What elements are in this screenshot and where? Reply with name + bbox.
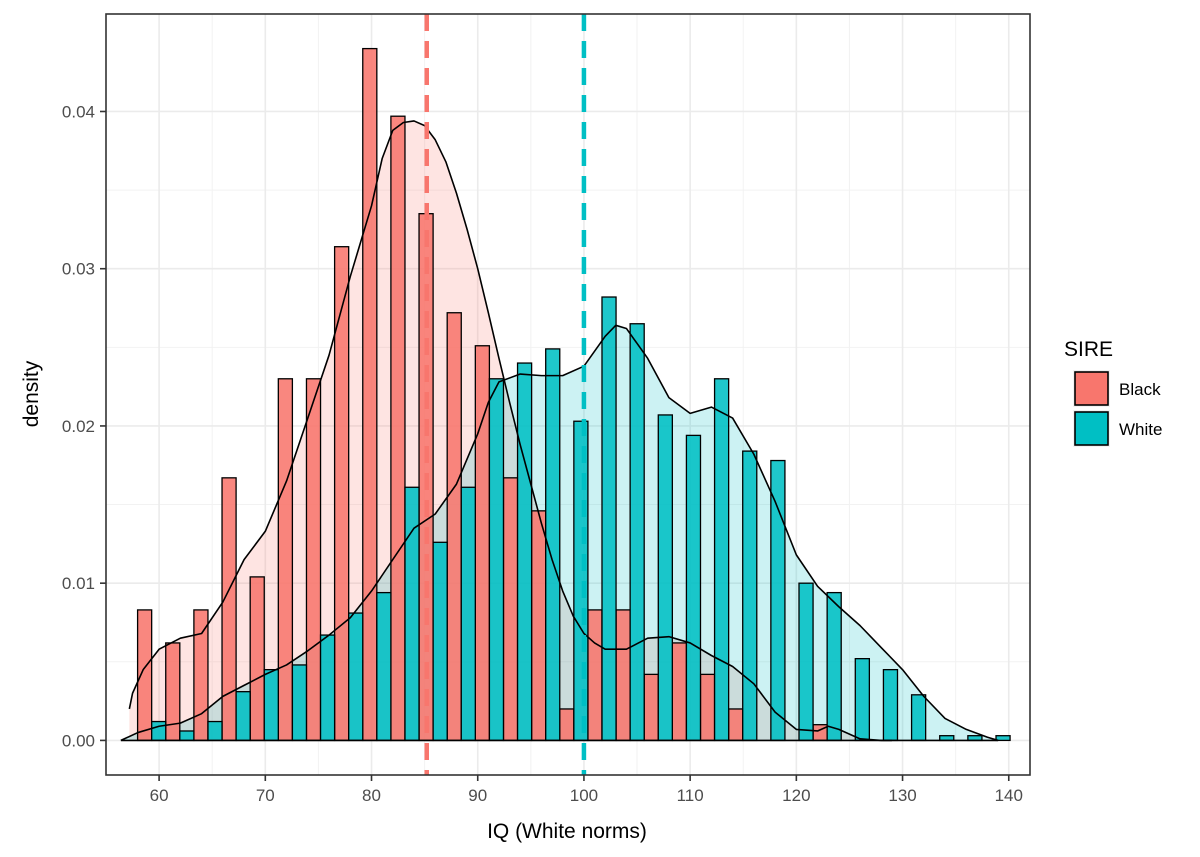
black-histogram-bar <box>446 312 462 742</box>
black-histogram-bar <box>587 609 603 742</box>
x-tick-label: 110 <box>677 786 704 805</box>
black-histogram-bar <box>277 378 294 742</box>
white-histogram-bar <box>854 658 871 742</box>
y-tick-label: 0.02 <box>62 417 95 436</box>
x-tick-label: 80 <box>362 786 381 805</box>
white-histogram-bar <box>263 669 279 742</box>
white-histogram-bar <box>713 378 730 742</box>
x-tick-label: 130 <box>888 786 916 805</box>
black-legend-swatch <box>1074 371 1109 406</box>
black-histogram-bar <box>643 673 659 742</box>
panel-border <box>105 13 1031 776</box>
white-histogram-bar <box>657 414 674 742</box>
white-histogram-bar <box>826 591 842 742</box>
black-histogram-bar <box>390 115 406 742</box>
white-histogram-bar <box>995 735 1011 742</box>
black-histogram-bar <box>221 477 237 742</box>
white-legend-label: White <box>1119 420 1162 439</box>
white-histogram-bar <box>348 612 364 742</box>
white-histogram-bar <box>798 582 814 742</box>
white-histogram-bar <box>910 694 927 742</box>
white-histogram-bar <box>685 434 702 742</box>
x-tick-label: 90 <box>468 786 487 805</box>
white-histogram-bar <box>235 691 251 742</box>
x-tick-label: 120 <box>782 786 810 805</box>
white-density-curve <box>120 324 999 742</box>
y-axis-title: density <box>20 360 43 427</box>
black-histogram-bar <box>333 246 350 742</box>
black-histogram-bar <box>530 510 547 742</box>
black-histogram-bar <box>305 378 322 742</box>
white-histogram-bar <box>291 664 308 742</box>
white-histogram-bar <box>207 720 223 742</box>
black-histogram-bar <box>193 609 209 742</box>
black-histogram-bar <box>249 576 265 742</box>
black-legend-label: Black <box>1119 380 1161 399</box>
legend: SIRE Black White <box>1064 338 1162 447</box>
white-histogram-bar <box>319 634 336 742</box>
x-tick-label: 60 <box>150 786 169 805</box>
white-histogram-bar <box>601 296 617 742</box>
y-tick-label: 0.01 <box>62 574 95 593</box>
white-histogram-bar <box>432 541 448 742</box>
black-histogram-bar <box>671 642 688 742</box>
y-tick-label: 0.00 <box>62 731 95 750</box>
black-histogram-bar <box>502 477 519 742</box>
black-histogram-bar <box>165 642 181 742</box>
black-density-curve <box>128 120 892 742</box>
black-histogram-bar <box>699 673 716 742</box>
y-tick-label: 0.04 <box>62 102 95 121</box>
white-histogram-bar <box>742 450 758 742</box>
black-histogram-bar <box>362 47 378 742</box>
white-histogram-bar <box>516 362 533 742</box>
black-histogram-bar <box>559 708 575 742</box>
y-tick-label: 0.03 <box>62 260 95 279</box>
white-histogram-bar <box>770 459 786 742</box>
x-tick-label: 70 <box>256 786 275 805</box>
white-histogram-bar <box>151 720 167 742</box>
white-legend-swatch <box>1074 411 1109 446</box>
white-histogram-bar <box>376 591 392 742</box>
plot-area <box>106 14 1030 775</box>
legend-title: SIRE <box>1064 338 1113 361</box>
white-histogram-bar <box>488 378 505 742</box>
black-histogram-bar <box>615 609 631 742</box>
x-tick-label: 100 <box>570 786 598 805</box>
x-axis-title: IQ (White norms) <box>487 820 647 843</box>
x-tick-label: 140 <box>995 786 1023 805</box>
black-histogram-bar <box>727 708 744 742</box>
white-histogram-bar <box>882 669 899 742</box>
black-histogram-bar <box>136 609 153 742</box>
white-histogram-bar <box>460 486 476 742</box>
white-histogram-bar <box>179 730 195 742</box>
axes: 60 70 80 90 100 110 120 130 140 0.00 0.01 0.02 0.03 0… <box>62 13 1031 805</box>
white-histogram-bar <box>629 323 645 742</box>
